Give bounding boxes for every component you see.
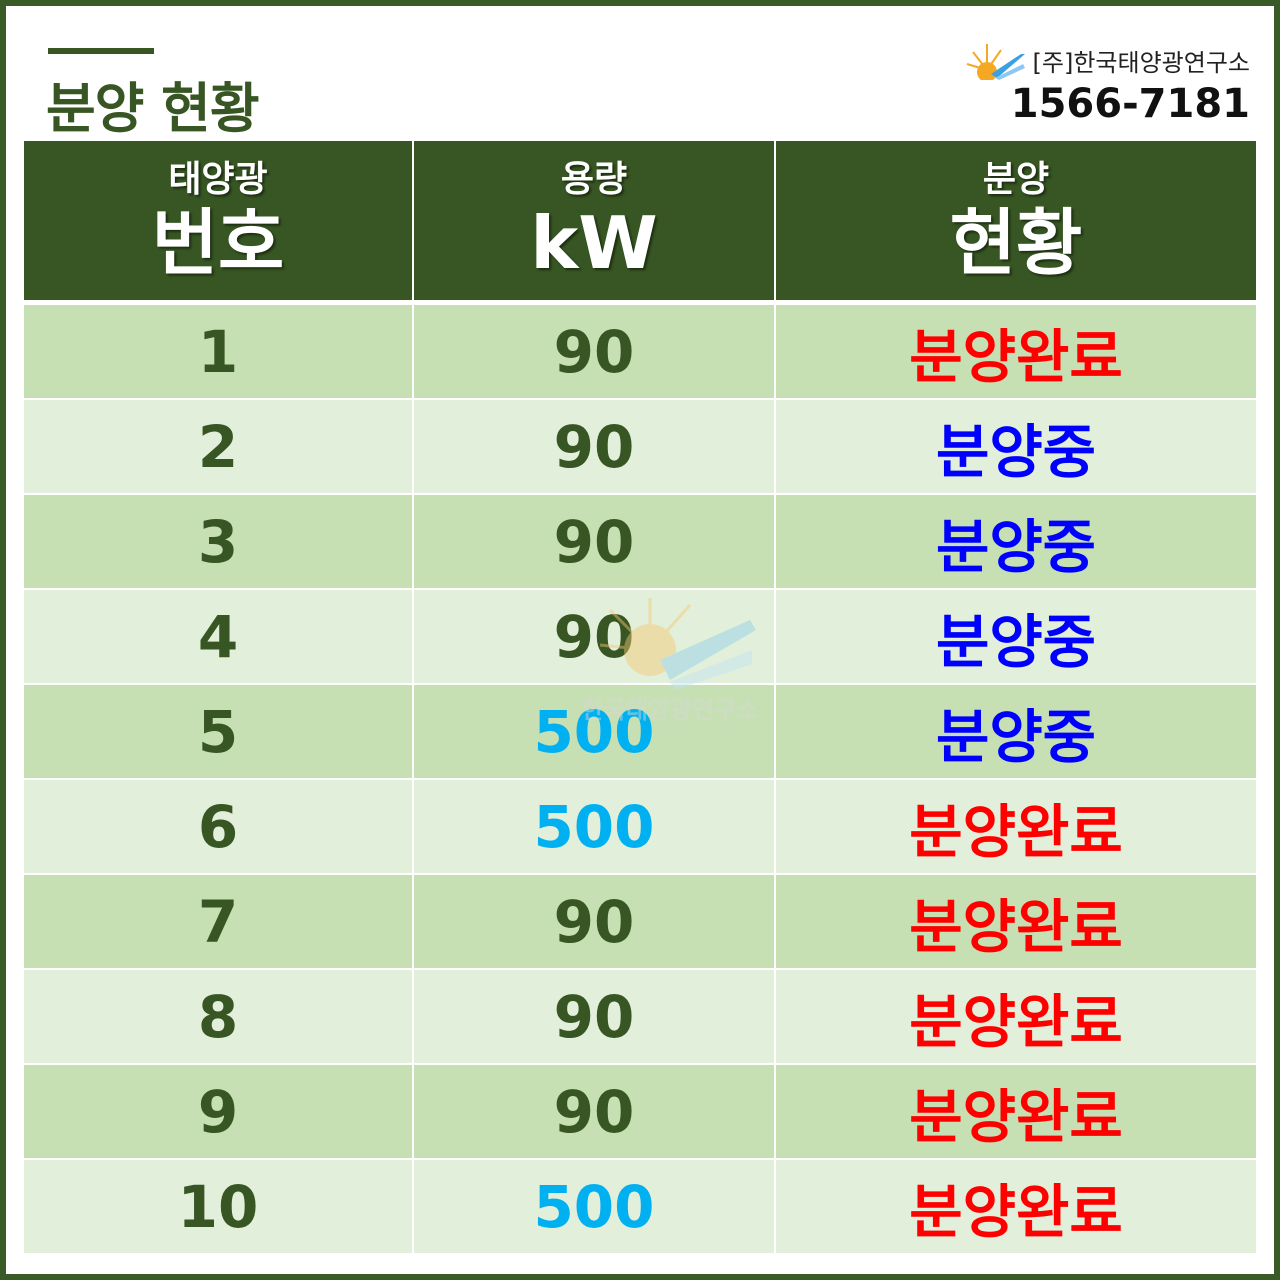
cell-number: 4 — [24, 589, 414, 685]
title-accent-bar — [48, 48, 154, 54]
header-number-main: 번호 — [151, 200, 285, 285]
cell-status: 분양완료 — [775, 1159, 1256, 1255]
table-row: 10 500 분양완료 — [24, 1159, 1256, 1255]
cell-number: 6 — [24, 779, 414, 875]
company-logo: [주]한국태양광연구소 1566-7181 — [965, 40, 1250, 126]
table-row: 6 500 분양완료 — [24, 779, 1256, 875]
cell-capacity: 90 — [413, 1064, 776, 1160]
page-title: 분양 현황 — [46, 77, 260, 140]
company-name: [주]한국태양광연구소 — [1032, 48, 1250, 77]
cell-status: 분양중 — [775, 399, 1256, 495]
sun-panel-logo-icon — [966, 44, 1025, 80]
cell-number: 5 — [24, 684, 414, 780]
header-status-main: 현황 — [949, 200, 1083, 285]
table-row: 1 90 분양완료 — [24, 302, 1256, 400]
cell-capacity: 90 — [413, 302, 776, 400]
table-row: 5 500 분양중 — [24, 684, 1256, 780]
table-header-row: 태양광 번호 용량 kW 분양 현황 — [24, 141, 1256, 305]
header-number-sub: 태양광 — [168, 158, 268, 200]
cell-status: 분양중 — [775, 494, 1256, 590]
table-row: 8 90 분양완료 — [24, 969, 1256, 1065]
cell-status: 분양완료 — [775, 1064, 1256, 1160]
header-capacity-sub: 용량 — [560, 158, 628, 200]
table-row: 4 90 분양중 — [24, 589, 1256, 685]
cell-status: 분양완료 — [775, 969, 1256, 1065]
table-row: 3 90 분양중 — [24, 494, 1256, 590]
header-capacity-main: kW — [530, 200, 658, 285]
cell-capacity: 90 — [413, 494, 776, 590]
cell-number: 10 — [24, 1159, 414, 1255]
cell-capacity: 500 — [413, 1159, 776, 1255]
header-capacity: 용량 kW — [413, 141, 776, 305]
phone-number: 1566-7181 — [1010, 81, 1250, 127]
table-row: 9 90 분양완료 — [24, 1064, 1256, 1160]
cell-capacity: 90 — [413, 874, 776, 970]
table-row: 7 90 분양완료 — [24, 874, 1256, 970]
cell-status: 분양중 — [775, 684, 1256, 780]
cell-capacity: 500 — [413, 779, 776, 875]
cell-status: 분양완료 — [775, 302, 1256, 400]
cell-number: 7 — [24, 874, 414, 970]
cell-capacity: 500 — [413, 684, 776, 780]
cell-capacity: 90 — [413, 589, 776, 685]
cell-number: 8 — [24, 969, 414, 1065]
cell-status: 분양완료 — [775, 874, 1256, 970]
header-status-sub: 분양 — [982, 158, 1050, 200]
header-number: 태양광 번호 — [24, 141, 414, 305]
cell-capacity: 90 — [413, 399, 776, 495]
cell-status: 분양완료 — [775, 779, 1256, 875]
cell-number: 9 — [24, 1064, 414, 1160]
sales-status-table: 태양광 번호 용량 kW 분양 현황 1 90 분양완료 2 90 분양중 3 90 분양중 4 90 분양… — [24, 141, 1256, 1255]
table-row: 2 90 분양중 — [24, 399, 1256, 495]
cell-number: 2 — [24, 399, 414, 495]
header-status: 분양 현황 — [775, 141, 1256, 305]
cell-status: 분양중 — [775, 589, 1256, 685]
cell-number: 1 — [24, 302, 414, 400]
cell-number: 3 — [24, 494, 414, 590]
cell-capacity: 90 — [413, 969, 776, 1065]
